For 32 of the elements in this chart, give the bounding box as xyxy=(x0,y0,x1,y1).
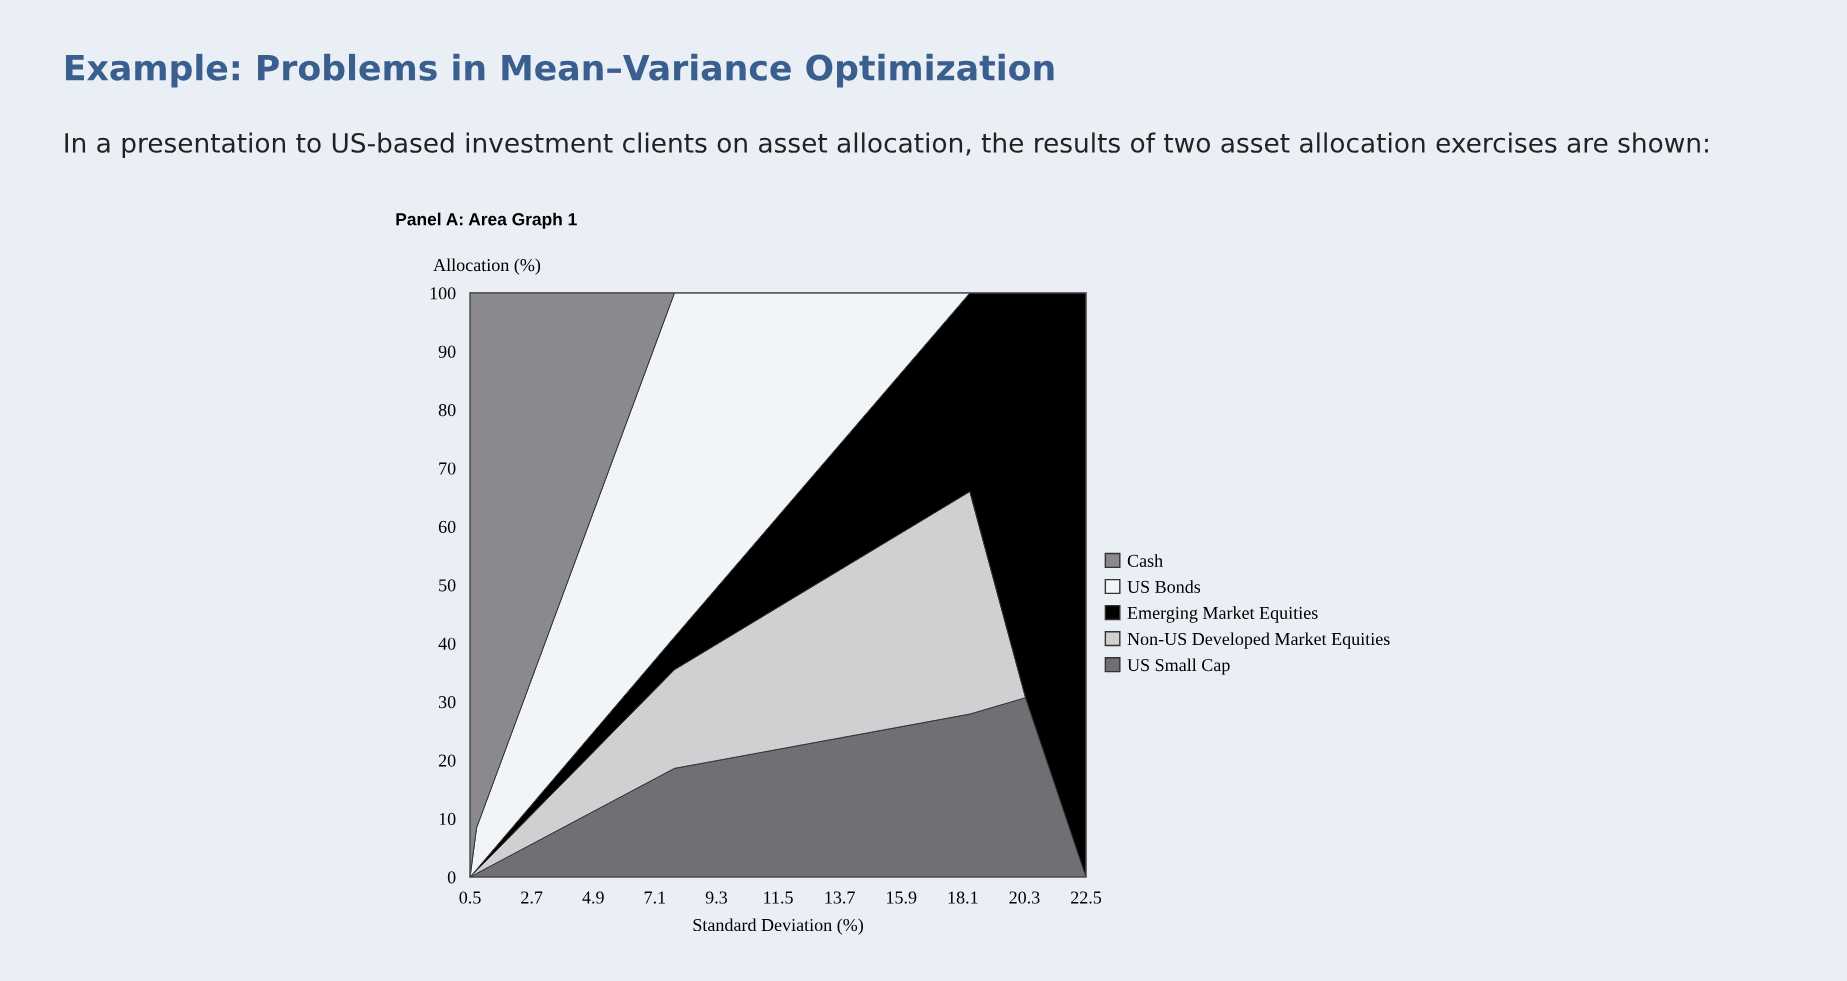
chart-title: Example: Problems in Mean–Variance Optimization xyxy=(65,53,1054,88)
legend-label: US Bonds xyxy=(1127,580,1201,593)
y-tick-label: 60 xyxy=(438,520,456,533)
legend-label: Cash xyxy=(1127,554,1163,567)
y-tick-label: 20 xyxy=(438,754,456,767)
y-tick-label: 50 xyxy=(439,579,456,592)
y-tick-label: 90 xyxy=(438,345,456,358)
y-tick-label: 10 xyxy=(439,812,456,826)
y-tick-label: 100 xyxy=(430,287,456,300)
y-tick-label: 80 xyxy=(438,404,456,417)
x-tick-label: 9.3 xyxy=(705,891,728,904)
legend-label: Emerging Market Equities xyxy=(1127,606,1318,623)
x-tick-label: 4.9 xyxy=(582,891,604,904)
y-tick-label: 40 xyxy=(438,637,456,650)
x-tick-label: 15.9 xyxy=(887,891,917,904)
legend-label: US Small Cap xyxy=(1127,658,1230,675)
text: Panel A: Area Graph 1 xyxy=(396,212,577,229)
y-tick-label: 0 xyxy=(447,871,456,884)
y-tick-label: 70 xyxy=(439,462,456,475)
x-tick-label: 13.7 xyxy=(825,891,855,904)
x-tick-label: 11.5 xyxy=(764,891,793,904)
legend-label: Non-US Developed Market Equities xyxy=(1127,632,1390,649)
x-tick-label: 22.5 xyxy=(1071,891,1102,904)
x-axis-title: Standard Deviation (%) xyxy=(693,918,863,935)
x-tick-label: 18.1 xyxy=(948,891,978,904)
chart-subtitle: In a presentation to US-based investment clients on asset allocation, the results of two asset allocation exercises are shown: xyxy=(65,132,1708,158)
x-tick-label: 2.7 xyxy=(521,891,543,904)
x-tick-label: 7.1 xyxy=(644,891,666,904)
y-axis-title: Allocation (%) xyxy=(433,258,541,275)
x-tick-label: 20.3 xyxy=(1009,891,1040,904)
y-tick-label: 30 xyxy=(438,696,456,709)
x-tick-label: 0.5 xyxy=(459,891,481,904)
